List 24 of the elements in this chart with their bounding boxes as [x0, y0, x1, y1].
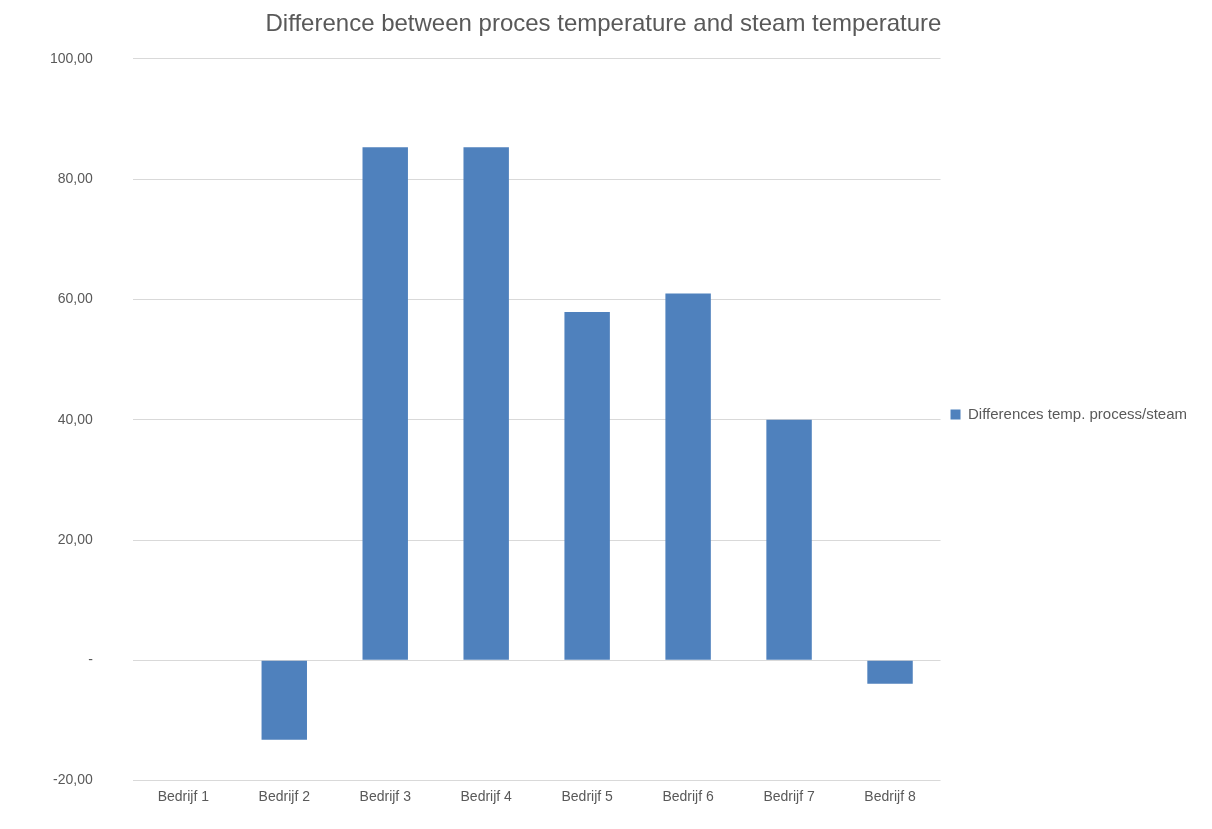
y-tick-label: 40,00 [57, 410, 94, 427]
bar [463, 147, 509, 660]
x-tick-label: Bedrijf 6 [662, 787, 715, 804]
y-tick-label: -20,00 [53, 771, 94, 788]
bar [665, 293, 711, 660]
x-tick-label: Bedrijf 1 [157, 787, 210, 804]
x-tick-label: Bedrijf 8 [864, 787, 916, 804]
x-tick-label: Bedrijf 4 [460, 787, 513, 804]
x-tick-label: Bedrijf 5 [561, 787, 614, 804]
x-tick-label: Bedrijf 7 [763, 787, 815, 804]
bar [564, 312, 610, 660]
chart-title: Difference between proces temperature and steam temperature [265, 9, 942, 37]
x-tick-label: Bedrijf 3 [359, 787, 412, 804]
bar [261, 660, 307, 740]
y-tick-label: 80,00 [57, 169, 94, 186]
y-tick-label: 20,00 [57, 530, 94, 547]
y-tick-label: 100,00 [49, 49, 94, 66]
y-tick-label: - [88, 651, 94, 668]
x-tick-label: Bedrijf 2 [258, 787, 311, 804]
bar [766, 419, 812, 660]
y-tick-label: 60,00 [57, 290, 94, 307]
legend-label: Differences temp. process/steam [968, 404, 1187, 422]
bar [867, 660, 913, 684]
bar [362, 147, 408, 660]
